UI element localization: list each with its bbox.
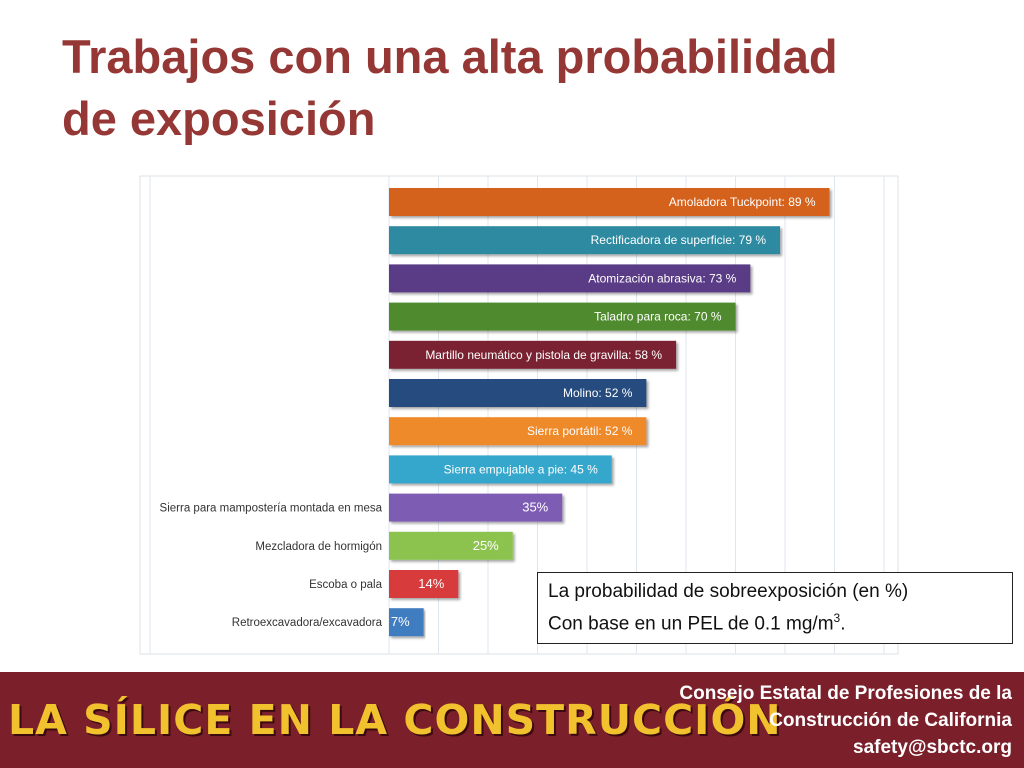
category-label: Retroexcavadora/excavadora	[232, 617, 383, 629]
category-label: Sierra para mampostería montada en mesa	[160, 503, 383, 515]
slide-title: Trabajos con una alta probabilidad de ex…	[62, 26, 962, 150]
note-line1: La probabilidad de sobreexposición (en %…	[548, 581, 909, 602]
bar	[389, 570, 459, 598]
bar-value-label: 25%	[473, 538, 499, 553]
bar-value-label: Sierra portátil: 52 %	[527, 424, 633, 438]
bar-value-label: Rectificadora de superficie: 79 %	[591, 233, 767, 247]
slide-title-line2: de exposición	[62, 92, 376, 145]
bar	[389, 493, 563, 522]
bar	[389, 379, 647, 407]
footer-brand-text: LA SÍLICE EN LA CONSTRUCCIÓN	[8, 696, 782, 744]
bar	[389, 264, 751, 293]
bar-group: Sierra empujable a pie: 45 %	[389, 455, 612, 484]
bar-value-label: Taladro para roca: 70 %	[594, 310, 722, 324]
category-label: Mezcladora de hormigón	[255, 541, 382, 553]
bar	[389, 188, 830, 216]
slide-title-line1: Trabajos con una alta probabilidad	[62, 30, 838, 83]
bar	[389, 608, 424, 637]
bar	[389, 417, 647, 446]
bar-value-label: Martillo neumático y pistola de gravilla…	[425, 348, 662, 362]
bar-value-label: 35%	[522, 500, 548, 515]
bar	[389, 340, 677, 369]
bar	[389, 226, 781, 255]
bar-value-label: 14%	[418, 576, 444, 591]
bar-group: Amoladora Tuckpoint: 89 %	[389, 188, 830, 216]
bar-group: Sierra portátil: 52 %	[389, 417, 647, 446]
bar-value-label: Sierra empujable a pie: 45 %	[444, 462, 598, 476]
bar-group: 25% Mezcladora de hormigón	[255, 531, 513, 560]
footer-org-line1: Consejo Estatal de Profesiones de la	[679, 683, 1012, 704]
note-line2-text: Con base en un PEL de 0.1 mg/m	[548, 613, 834, 635]
note-line2-superscript: 3	[833, 611, 841, 625]
note-line2-suffix: .	[840, 613, 846, 635]
bar-value-label: Amoladora Tuckpoint: 89 %	[669, 195, 816, 209]
bar-group: 7% Retroexcavadora/excavadora	[232, 608, 424, 637]
footer-banner: LA SÍLICE EN LA CONSTRUCCIÓN Consejo Est…	[0, 672, 1024, 768]
bar-group: Molino: 52 %	[389, 379, 647, 407]
footer-email-link[interactable]: safety@sbctc.org	[853, 737, 1012, 758]
bar-group: Martillo neumático y pistola de gravilla…	[389, 340, 677, 369]
bar-group: 35% Sierra para mampostería montada en me…	[160, 493, 563, 522]
footer-org-line2: Construcción de California	[769, 710, 1012, 731]
bar-group: 14% Escoba o pala	[309, 570, 459, 598]
bar-group: Taladro para roca: 70 %	[389, 302, 736, 331]
bar	[389, 455, 612, 484]
bar-value-label: Molino: 52 %	[563, 386, 633, 400]
note-line2: Con base en un PEL de 0.1 mg/m3.	[548, 605, 1002, 637]
bar-value-label: Atomización abrasiva: 73 %	[588, 271, 736, 285]
chart-bars: Amoladora Tuckpoint: 89 % Rectificadora d…	[160, 188, 830, 637]
bar-group: Atomización abrasiva: 73 %	[389, 264, 751, 293]
bar	[389, 531, 513, 560]
note-box: La probabilidad de sobreexposición (en %…	[537, 572, 1013, 644]
bar-group: Rectificadora de superficie: 79 %	[389, 226, 781, 255]
footer-organization: Consejo Estatal de Profesiones de la Con…	[679, 680, 1012, 761]
category-label: Escoba o pala	[309, 579, 382, 591]
bar	[389, 302, 736, 331]
bar-value-label: 7%	[391, 614, 410, 629]
